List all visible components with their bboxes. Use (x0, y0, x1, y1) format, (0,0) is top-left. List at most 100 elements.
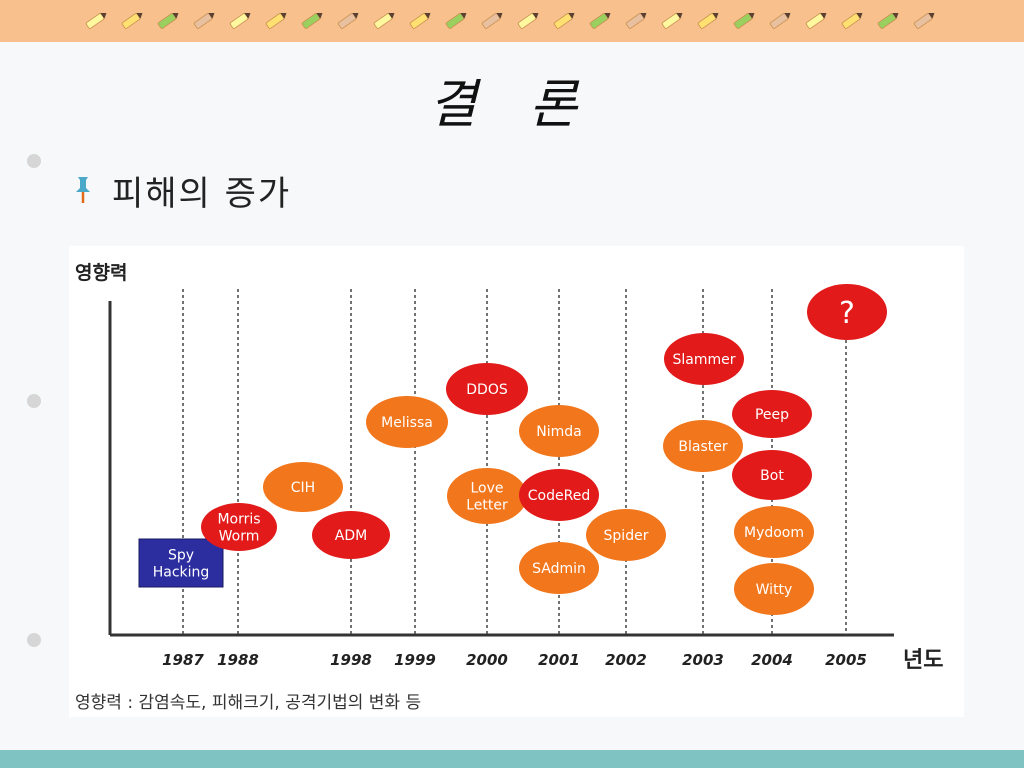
threat-node-shape (807, 284, 887, 340)
pencil-icon (625, 12, 647, 29)
virus-history-figure: 영향력 년도 영향력 : 감염속도, 피해크기, 공격기법의 변화 등 1987… (69, 246, 964, 717)
threat-node: CodeRed (519, 469, 599, 521)
threat-node-label: DDOS (466, 382, 508, 398)
pencil-icon (589, 12, 611, 29)
threat-node-label: Spy (168, 548, 194, 564)
year-tick-label: 2002 (605, 651, 647, 669)
threat-node-label: Hacking (153, 565, 210, 581)
threat-node: Nimda (519, 405, 599, 457)
threat-node-label: Worm (219, 529, 260, 545)
pencil-icon (553, 12, 575, 29)
pencil-icon (157, 12, 179, 29)
pencil-icon (733, 12, 755, 29)
threat-node-label: Melissa (381, 415, 433, 431)
threat-node-label: Witty (756, 582, 793, 598)
pencil-icon (445, 12, 467, 29)
pencil-icon (841, 12, 863, 29)
year-tick-label: 2003 (682, 651, 724, 669)
threat-node: Mydoom (734, 506, 814, 558)
year-tick-label: 2004 (751, 651, 793, 669)
pencil-icon (337, 12, 359, 29)
pencil-icon (121, 12, 143, 29)
threat-node: SAdmin (519, 542, 599, 594)
pencil-icon (373, 12, 395, 29)
threat-node-label: Blaster (678, 439, 727, 455)
threat-node-shape (732, 450, 812, 500)
threat-node-shape (446, 363, 528, 415)
pencil-icon (409, 12, 431, 29)
threat-node-shape (734, 563, 814, 615)
threat-node-label: Bot (760, 468, 784, 484)
pencil-icon (661, 12, 683, 29)
year-tick-label: 2000 (466, 651, 508, 669)
pencil-icon (805, 12, 827, 29)
pencil-icon (877, 12, 899, 29)
threat-node-label: CodeRed (528, 488, 590, 504)
threat-node-label: Nimda (536, 424, 581, 440)
threat-node-shape (663, 420, 743, 472)
threat-node: Peep (732, 390, 812, 438)
bottom-decorative-band (0, 750, 1024, 768)
threat-node-shape (519, 469, 599, 521)
pencil-icon (769, 12, 791, 29)
pencil-icon (229, 12, 251, 29)
threat-node-label: Slammer (673, 352, 736, 368)
threat-node: ADM (312, 511, 390, 559)
threat-node-shape (734, 506, 814, 558)
threat-node-label: ADM (335, 528, 367, 544)
threat-node-label: SAdmin (532, 561, 586, 577)
threat-node-shape (664, 333, 744, 385)
pencil-icon (193, 12, 215, 29)
threat-node: CIH (263, 462, 343, 512)
threat-node: ? (807, 284, 887, 340)
threat-node-label: Mydoom (744, 525, 804, 541)
threat-node-label: ? (839, 296, 855, 331)
subtitle-text: 피해의 증가 (112, 173, 292, 214)
threat-node-label: Love (470, 481, 503, 497)
pencil-icon (85, 12, 107, 29)
pencil-pattern-icon (85, 12, 935, 29)
threat-node-shape (586, 509, 666, 561)
top-decorative-band (0, 0, 1024, 42)
threat-node-label: Morris (217, 512, 260, 528)
year-tick-label: 2005 (825, 651, 867, 669)
threat-node-shape (366, 396, 448, 448)
threat-node-shape (312, 511, 390, 559)
pencil-icon (481, 12, 503, 29)
threat-node-shape (519, 542, 599, 594)
virus-history-chart: 영향력 년도 영향력 : 감염속도, 피해크기, 공격기법의 변화 등 1987… (75, 262, 943, 713)
threat-node: Spider (586, 509, 666, 561)
threat-node-label: Spider (604, 528, 649, 544)
threat-node-shape (138, 538, 224, 588)
threat-node-label: Letter (466, 498, 508, 514)
threat-node-shape (732, 390, 812, 438)
margin-dot-icon (27, 633, 41, 647)
threat-node: Bot (732, 450, 812, 500)
year-tick-label: 2001 (538, 651, 580, 669)
year-tick-label: 1987 (162, 651, 204, 669)
pencil-icon (697, 12, 719, 29)
threat-node-shape (447, 468, 527, 524)
threat-node-label: CIH (291, 480, 315, 496)
year-tick-label: 1999 (394, 651, 436, 669)
threat-node-label: Peep (755, 407, 789, 423)
pencil-icon (301, 12, 323, 29)
x-axis-label: 년도 (903, 648, 943, 673)
threat-node: DDOS (446, 363, 528, 415)
threat-node: Slammer (664, 333, 744, 385)
slide-title: 결 론 (428, 75, 596, 135)
year-tick-label: 1988 (217, 651, 259, 669)
pushpin-icon (76, 177, 90, 203)
year-tick-label: 1998 (330, 651, 372, 669)
subtitle-row: 피해의 증가 (72, 168, 292, 214)
threat-node-shape (519, 405, 599, 457)
margin-dot-icon (27, 154, 41, 168)
pencil-icon (517, 12, 539, 29)
y-axis-label: 영향력 (75, 262, 127, 284)
threat-node: Blaster (663, 420, 743, 472)
threat-node: Melissa (366, 396, 448, 448)
chart-footnote: 영향력 : 감염속도, 피해크기, 공격기법의 변화 등 (75, 693, 421, 713)
